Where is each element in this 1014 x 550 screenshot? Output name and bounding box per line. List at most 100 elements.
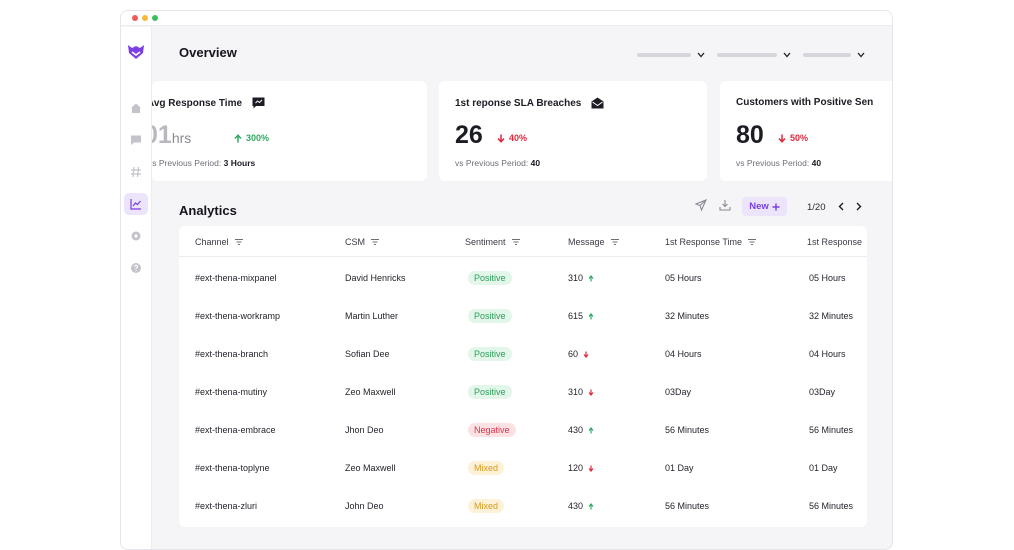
metric-delta-value: 50% xyxy=(790,133,809,143)
card-title-text: Avg Response Time xyxy=(152,97,243,109)
table-row[interactable]: #ext-thena-toplyne Zeo Maxwell Mixed 120 01 … xyxy=(179,449,867,487)
sidebar-item-analytics[interactable] xyxy=(124,193,148,215)
filter-icon xyxy=(371,239,379,245)
metric-delta: 40% xyxy=(497,133,527,143)
hash-icon xyxy=(131,166,141,178)
trend-up-icon xyxy=(588,312,594,319)
chevron-left-icon xyxy=(838,202,844,210)
cell-channel[interactable]: #ext-thena-workramp xyxy=(195,311,281,321)
cell-csm: Zeo Maxwell xyxy=(345,463,396,473)
sentiment-badge: Mixed xyxy=(468,461,505,475)
filter-icon xyxy=(234,239,243,245)
sidebar-item-settings[interactable] xyxy=(124,225,148,247)
table-row[interactable]: #ext-thena-zluri John Deo Mixed 430 56 Minut… xyxy=(179,487,867,525)
metric-value: 01hrs xyxy=(152,121,191,150)
analytics-table: Channel CSM Sentiment Message 1st Respon… xyxy=(179,226,867,527)
filter-placeholder xyxy=(637,53,691,57)
previous-value: 40 xyxy=(530,158,541,168)
metric-card-sla-breaches[interactable]: 1st reponse SLA Breaches 26 40% vs Previ… xyxy=(439,81,707,181)
pagination-indicator: 1/20 xyxy=(807,202,826,213)
chevron-down-icon xyxy=(697,52,705,58)
chevron-right-icon xyxy=(856,202,862,210)
column-header-channel[interactable]: Channel xyxy=(195,237,243,247)
cell-csm: Zeo Maxwell xyxy=(345,387,396,397)
sentiment-badge: Positive xyxy=(468,271,512,285)
cell-message: 60 xyxy=(568,335,589,373)
cell-first-response: 56 Minutes xyxy=(809,425,854,435)
cell-channel[interactable]: #ext-thena-zluri xyxy=(195,501,258,511)
sidebar-item-chat[interactable] xyxy=(124,129,148,151)
column-label: Sentiment xyxy=(465,237,506,247)
metric-unit: hrs xyxy=(171,130,192,146)
column-label: Channel xyxy=(195,237,229,247)
message-count: 430 xyxy=(568,425,584,435)
sidebar-item-home[interactable] xyxy=(124,97,148,119)
cell-first-response: 04 Hours xyxy=(809,349,846,359)
chevron-down-icon xyxy=(783,52,791,58)
cell-sentiment: Negative xyxy=(468,411,516,449)
previous-label: vs Previous Period: xyxy=(736,158,810,168)
column-header-csm[interactable]: CSM xyxy=(345,237,379,247)
column-header-first-response[interactable]: 1st Response xyxy=(807,237,862,247)
cell-csm: Jhon Deo xyxy=(345,425,384,435)
cell-channel[interactable]: #ext-thena-mutiny xyxy=(195,387,268,397)
metric-card-positive-sentiment[interactable]: Customers with Positive Sen 80 50% vs Pr… xyxy=(720,81,892,181)
filter-placeholder xyxy=(803,53,851,57)
filter-dropdown-2[interactable] xyxy=(717,49,791,61)
cell-sentiment: Positive xyxy=(468,259,512,297)
cell-channel[interactable]: #ext-thena-toplyne xyxy=(195,463,270,473)
table-row[interactable]: #ext-thena-mixpanel David Henricks Positiv… xyxy=(179,259,867,297)
send-icon xyxy=(695,199,707,211)
sidebar-item-channels[interactable] xyxy=(124,161,148,183)
filter-dropdown-3[interactable] xyxy=(803,49,865,61)
column-header-message[interactable]: Message xyxy=(568,237,619,247)
cell-channel[interactable]: #ext-thena-branch xyxy=(195,349,269,359)
window-close-dot[interactable] xyxy=(132,15,138,21)
settings-icon xyxy=(131,231,141,241)
column-header-sentiment[interactable]: Sentiment xyxy=(465,237,520,247)
message-count: 615 xyxy=(568,311,584,321)
download-icon xyxy=(719,200,731,211)
table-row[interactable]: #ext-thena-branch Sofian Dee Positive 60 04 … xyxy=(179,335,867,373)
cell-channel[interactable]: #ext-thena-mixpanel xyxy=(195,273,277,283)
thena-logo-icon[interactable] xyxy=(127,43,145,61)
header-divider xyxy=(179,256,867,257)
table-row[interactable]: #ext-thena-workramp Martin Luther Positive… xyxy=(179,297,867,335)
metric-number: 80 xyxy=(736,121,764,149)
previous-label: vs Previous Period: xyxy=(455,158,529,168)
metric-value: 80 xyxy=(736,121,764,150)
column-label: Message xyxy=(568,237,605,247)
cell-message: 615 xyxy=(568,297,594,335)
card-title: Avg Response Time xyxy=(152,97,265,109)
plus-icon xyxy=(772,203,780,210)
table-row[interactable]: #ext-thena-embrace Jhon Deo Negative 430 56 … xyxy=(179,411,867,449)
download-button[interactable] xyxy=(719,199,731,211)
card-title: 1st reponse SLA Breaches xyxy=(455,97,604,109)
metric-card-avg-response[interactable]: Avg Response Time 01hrs 300% vs Previous… xyxy=(152,81,427,181)
next-page-button[interactable] xyxy=(853,199,865,213)
metric-delta: 50% xyxy=(778,133,808,143)
filter-icon xyxy=(610,239,619,245)
cell-sentiment: Positive xyxy=(468,335,512,373)
table-row[interactable]: #ext-thena-mutiny Zeo Maxwell Positive 310 0… xyxy=(179,373,867,411)
send-button[interactable] xyxy=(695,199,707,211)
new-button[interactable]: New xyxy=(742,197,787,216)
previous-value: 40 xyxy=(811,158,822,168)
home-icon xyxy=(131,103,141,113)
card-title-text: Customers with Positive Sen xyxy=(736,97,874,108)
window-minimize-dot[interactable] xyxy=(142,15,148,21)
window-maximize-dot[interactable] xyxy=(152,15,158,21)
metric-previous: vs Previous Period: 40 xyxy=(736,158,821,168)
cell-first-response-time: 32 Minutes xyxy=(665,311,710,321)
message-icon xyxy=(252,97,265,109)
window-titlebar xyxy=(121,11,892,26)
filter-dropdown-1[interactable] xyxy=(637,49,705,61)
cell-channel[interactable]: #ext-thena-embrace xyxy=(195,425,276,435)
chat-icon xyxy=(131,135,141,145)
cell-message: 310 xyxy=(568,373,594,411)
column-label: 1st Response Time xyxy=(665,237,743,247)
previous-page-button[interactable] xyxy=(835,199,847,213)
column-header-first-response-time[interactable]: 1st Response Time xyxy=(665,237,757,247)
cell-first-response: 56 Minutes xyxy=(809,501,854,511)
sidebar-item-help[interactable] xyxy=(124,257,148,279)
